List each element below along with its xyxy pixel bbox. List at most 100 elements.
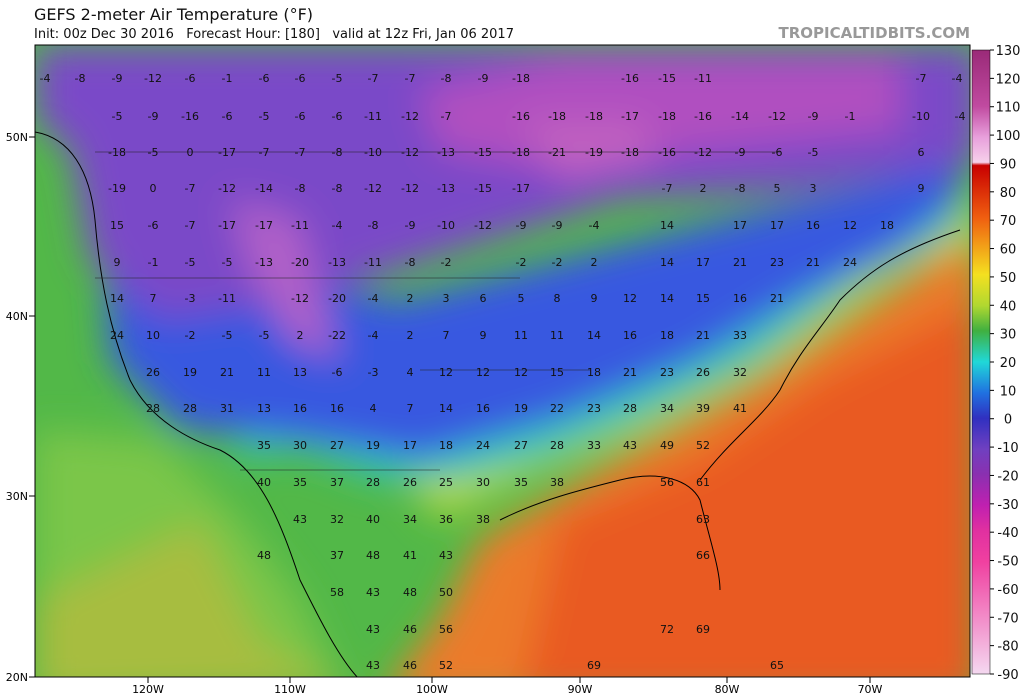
temperature-value: 14 [110,292,124,305]
temperature-value: 37 [330,549,344,562]
temperature-value: 15 [550,366,564,379]
temperature-value: -18 [621,146,639,159]
temperature-value: -6 [259,72,270,85]
temperature-value: 27 [514,439,528,452]
temperature-value: 27 [330,439,344,452]
temperature-value: 16 [806,219,820,232]
colorbar-label: 50 [1000,271,1017,286]
temperature-value: -11 [694,72,712,85]
temperature-value: 28 [550,439,564,452]
temperature-value: -1 [222,72,233,85]
temperature-value: -1 [845,110,856,123]
temperature-value: 56 [439,623,453,636]
temperature-value: -5 [222,256,233,269]
latitude-label: 30N [6,490,28,503]
temperature-value: 43 [293,513,307,526]
temperature-value: 2 [407,329,414,342]
temperature-value: -9 [735,146,746,159]
temperature-value: 19 [183,366,197,379]
temperature-value: 26 [146,366,160,379]
temperature-value: -6 [148,219,159,232]
colorbar-label: -10 [997,441,1018,456]
temperature-value: 72 [660,623,674,636]
temperature-value: -5 [808,146,819,159]
temperature-value: 9 [591,292,598,305]
temperature-value: -2 [552,256,563,269]
temperature-value: 43 [366,623,380,636]
temperature-value: -6 [772,146,783,159]
colorbar-label: -50 [997,555,1018,570]
temperature-value: 30 [476,476,490,489]
temperature-value: -12 [218,182,236,195]
colorbar-label: 80 [1000,186,1017,201]
temperature-value: 31 [220,402,234,415]
temperature-value: 48 [403,586,417,599]
temperature-value: 11 [257,366,271,379]
temperature-value: 56 [660,476,674,489]
temperature-value: -13 [255,256,273,269]
temperature-value: -15 [658,72,676,85]
temperature-value: -4 [368,292,379,305]
temperature-value: -13 [437,146,455,159]
temperature-value: -22 [328,329,346,342]
colorbar-label: 90 [1000,157,1017,172]
longitude-label: 70W [858,683,883,696]
temperature-value: -4 [40,72,51,85]
temperature-value: 34 [660,402,674,415]
temperature-value: 16 [476,402,490,415]
temperature-value: -11 [364,110,382,123]
temperature-value: -15 [474,182,492,195]
temperature-value: -20 [328,292,346,305]
temperature-value: 11 [514,329,528,342]
colorbar-label: 40 [1000,299,1017,314]
temperature-value: 37 [330,476,344,489]
temperature-value: -7 [441,110,452,123]
temperature-value: -6 [332,366,343,379]
temperature-value: -6 [332,110,343,123]
temperature-value: 41 [733,402,747,415]
temperature-value: -11 [291,219,309,232]
temperature-value: 15 [696,292,710,305]
temperature-value: 3 [810,182,817,195]
temperature-value: -18 [512,146,530,159]
temperature-value: -19 [108,182,126,195]
temperature-value: -6 [222,110,233,123]
temperature-value: 4 [407,366,414,379]
temperature-value: 5 [774,182,781,195]
temperature-value: -19 [585,146,603,159]
temperature-value: -5 [185,256,196,269]
temperature-value: -4 [368,329,379,342]
temperature-value: 49 [660,439,674,452]
temperature-value: -6 [185,72,196,85]
temperature-value: -12 [291,292,309,305]
temperature-value: -18 [548,110,566,123]
temperature-value: 38 [550,476,564,489]
temperature-value: -16 [694,110,712,123]
temperature-value: 32 [330,513,344,526]
temperature-value: 16 [330,402,344,415]
colorbar-label: 0 [1004,413,1012,428]
temperature-value: -5 [259,329,270,342]
temperature-value: 25 [439,476,453,489]
temperature-value: 18 [587,366,601,379]
temperature-value: -12 [364,182,382,195]
temperature-value: 36 [439,513,453,526]
temperature-value: -8 [441,72,452,85]
temperature-value: -8 [332,146,343,159]
temperature-value: -13 [437,182,455,195]
title: GEFS 2-meter Air Temperature (°F) [34,5,313,24]
temperature-value: -11 [218,292,236,305]
temperature-value: 10 [146,329,160,342]
subtitle: Init: 00z Dec 30 2016 Forecast Hour: [18… [34,27,514,42]
temperature-value: -18 [585,110,603,123]
temperature-value: 69 [587,659,601,672]
temperature-value: -16 [658,146,676,159]
colorbar-label: -30 [997,498,1018,513]
colorbar-label: 30 [1000,328,1017,343]
temperature-value: -5 [259,110,270,123]
temperature-field [35,45,970,677]
temperature-value: -8 [295,182,306,195]
temperature-value: -5 [112,110,123,123]
temperature-value: 52 [696,439,710,452]
temperature-value: 11 [550,329,564,342]
